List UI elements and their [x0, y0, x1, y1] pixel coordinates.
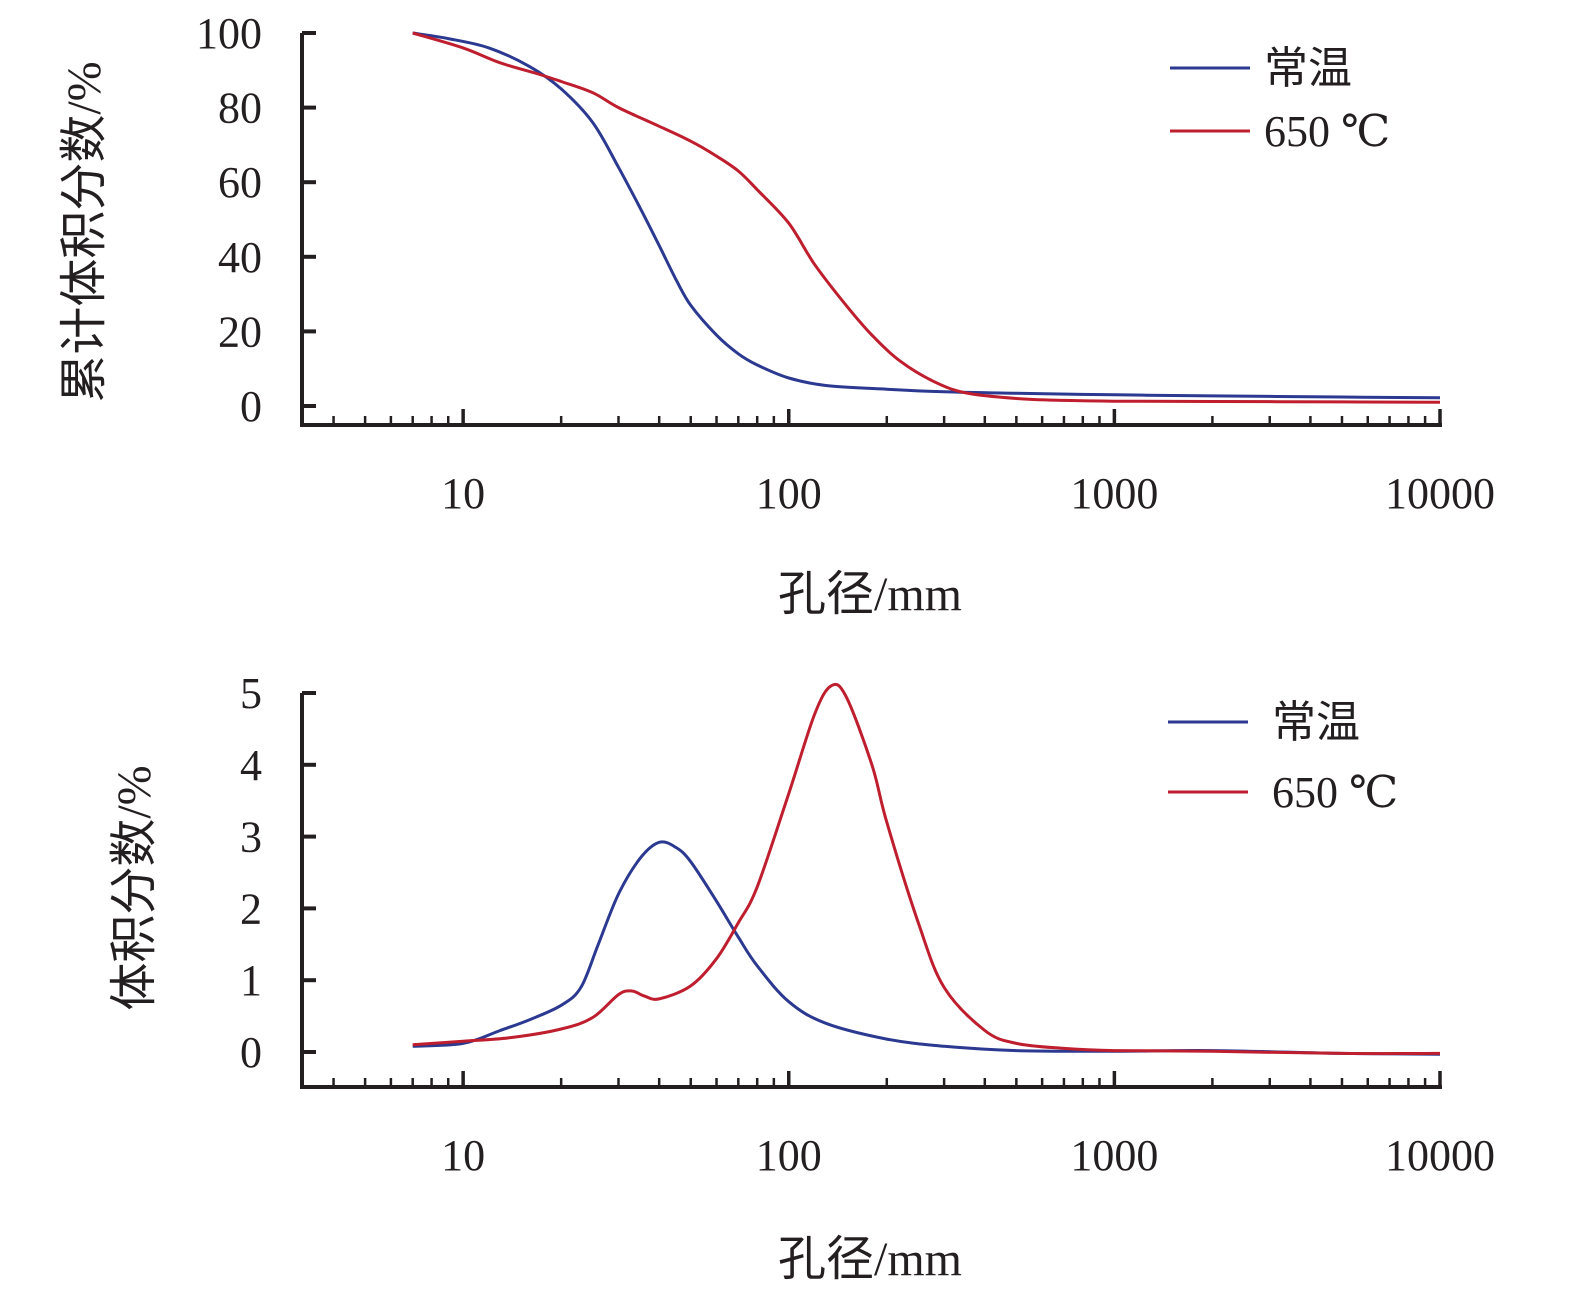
- x-tick-label: 10: [441, 1131, 485, 1180]
- x-tick-label: 100: [756, 1131, 822, 1180]
- y-tick-label: 40: [218, 233, 262, 282]
- legend-label-room-temp: 常温: [1272, 698, 1360, 747]
- x-tick-label: 100: [756, 469, 822, 518]
- y-tick-label: 5: [240, 669, 262, 718]
- y-tick-label: 0: [240, 1028, 262, 1077]
- volume-chart-x-axis-title: 孔径/mm: [778, 1233, 962, 1286]
- series-line-room-temp: [412, 31, 1441, 400]
- cumulative-chart-legend: 常温 650 ℃: [1170, 44, 1390, 156]
- legend-label-650c: 650 ℃: [1264, 107, 1390, 156]
- cumulative-chart-y-ticks: 0 20 40 60 80 100: [196, 9, 316, 431]
- y-tick-label: 2: [240, 884, 262, 933]
- y-tick-label: 3: [240, 813, 262, 862]
- volume-chart-y-axis-title: 体积分数/%: [108, 765, 161, 1010]
- volume-chart-series: [412, 682, 1441, 1056]
- volume-chart-y-ticks: 0 1 2 3 4 5: [240, 669, 316, 1077]
- cumulative-chart-series: [412, 31, 1441, 404]
- volume-chart-x-ticks: 10 100 1000 10000: [332, 1071, 1495, 1180]
- y-tick-label: 20: [218, 307, 262, 356]
- y-tick-label: 1: [240, 956, 262, 1005]
- volume-fraction-chart: 0 1 2 3 4 5 10 100 1000 10000 孔径/mm 体积分数/% 常温 65…: [108, 669, 1495, 1286]
- volume-chart-axes: [300, 693, 1442, 1089]
- x-tick-label: 10000: [1385, 1131, 1495, 1180]
- cumulative-volume-chart: 0 20 40 60 80 100 10 100 1000 10000 孔径/mm 累计体积分数…: [58, 9, 1495, 621]
- legend-label-650c: 650 ℃: [1272, 768, 1398, 817]
- cumulative-chart-axes: [300, 33, 1442, 427]
- y-tick-label: 60: [218, 158, 262, 207]
- series-line-650c: [412, 31, 1441, 404]
- cumulative-chart-x-axis-title: 孔径/mm: [778, 568, 962, 621]
- cumulative-chart-y-axis-title: 累计体积分数/%: [58, 61, 111, 402]
- y-tick-label: 80: [218, 84, 262, 133]
- y-tick-label: 100: [196, 9, 262, 58]
- series-line-650c: [412, 682, 1441, 1056]
- volume-chart-legend: 常温 650 ℃: [1168, 698, 1398, 817]
- cumulative-chart-x-ticks: 10 100 1000 10000: [332, 409, 1495, 518]
- legend-label-room-temp: 常温: [1264, 44, 1352, 93]
- x-tick-label: 10: [441, 469, 485, 518]
- y-tick-label: 4: [240, 741, 262, 790]
- x-tick-label: 1000: [1070, 1131, 1158, 1180]
- y-tick-label: 0: [240, 382, 262, 431]
- x-tick-label: 1000: [1070, 469, 1158, 518]
- x-tick-label: 10000: [1385, 469, 1495, 518]
